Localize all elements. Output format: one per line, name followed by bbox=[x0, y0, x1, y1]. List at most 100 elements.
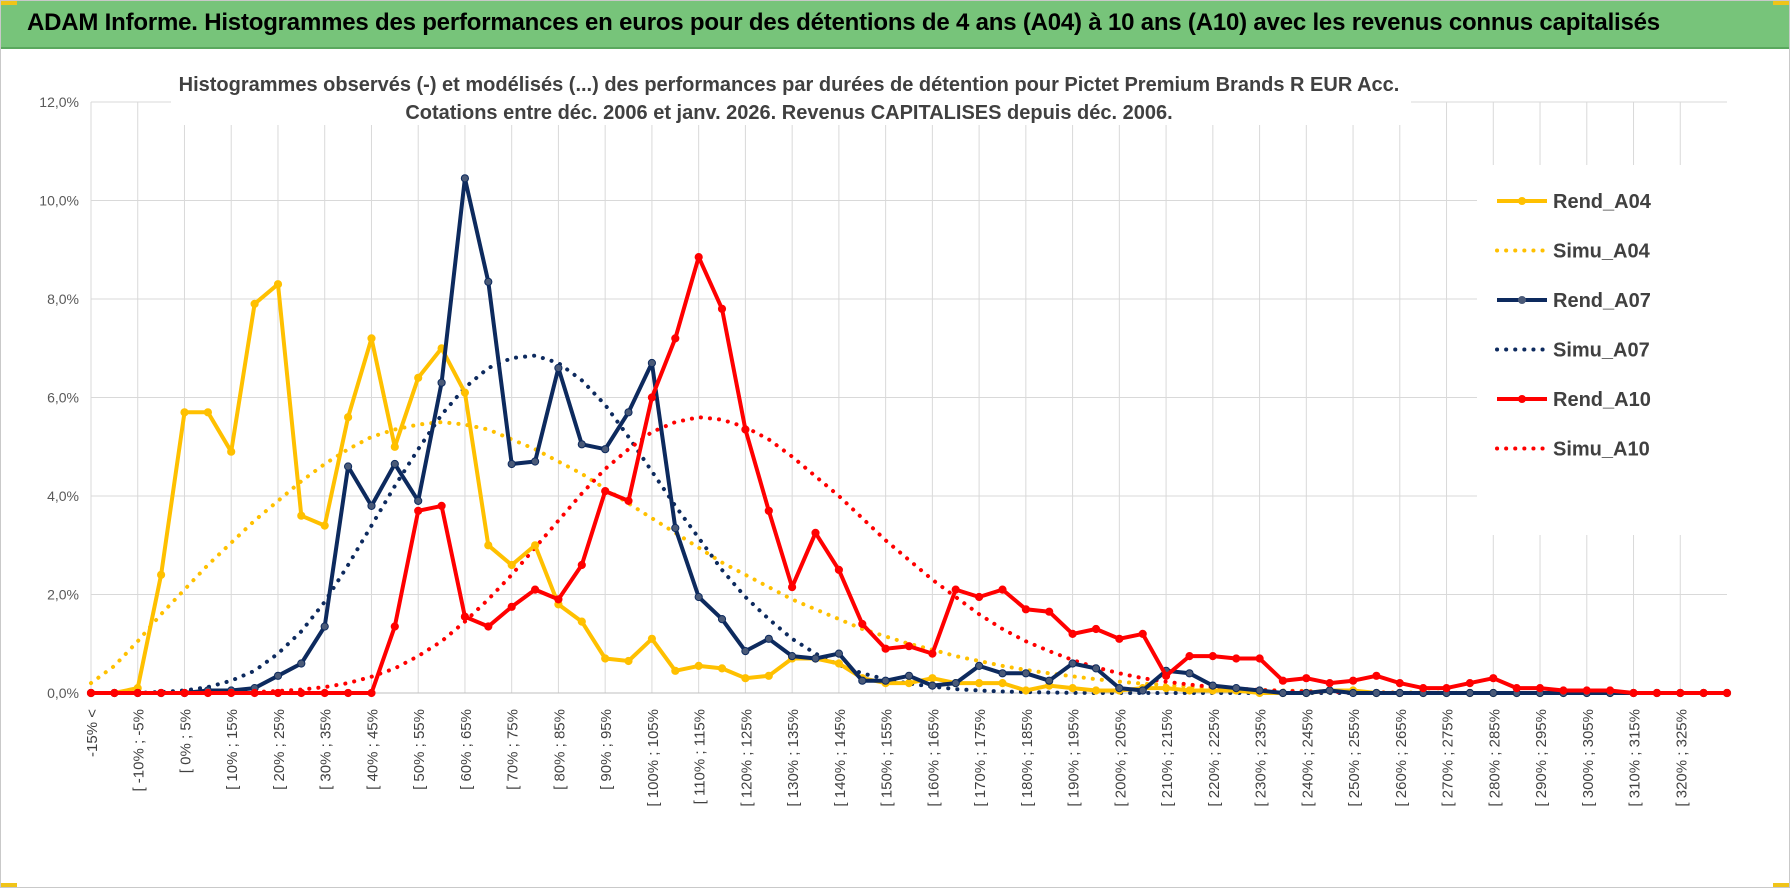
x-tick-label: [ 90% ; 95% bbox=[598, 709, 615, 790]
data-point bbox=[390, 622, 399, 631]
corner-mark bbox=[1773, 883, 1789, 887]
data-point bbox=[1232, 684, 1241, 693]
data-point bbox=[1489, 674, 1498, 683]
data-point bbox=[647, 634, 657, 643]
legend-label: Rend_A10 bbox=[1553, 389, 1651, 411]
data-point bbox=[717, 664, 727, 673]
data-point bbox=[577, 560, 586, 570]
corner-mark bbox=[1773, 1, 1789, 5]
data-point bbox=[1372, 688, 1381, 698]
x-tick-label: [ 100% ; 105% bbox=[645, 709, 662, 807]
y-tick-label: 6,0% bbox=[47, 390, 79, 406]
data-point bbox=[1255, 686, 1264, 695]
x-tick-label: [ 190% ; 195% bbox=[1066, 709, 1083, 807]
data-point bbox=[1138, 629, 1147, 639]
data-point bbox=[998, 669, 1007, 678]
x-tick-label: -15% < bbox=[84, 709, 101, 757]
x-tick-label: [ 230% ; 235% bbox=[1253, 709, 1270, 807]
data-point bbox=[320, 688, 329, 698]
data-point bbox=[577, 440, 586, 449]
data-point bbox=[1395, 679, 1404, 688]
data-point bbox=[1465, 688, 1475, 698]
x-tick-label: [ 250% ; 255% bbox=[1346, 709, 1363, 807]
data-point bbox=[203, 688, 212, 698]
data-point bbox=[601, 445, 610, 454]
x-tick-label: [ 150% ; 155% bbox=[879, 709, 896, 807]
x-tick-label: [ 50% ; 55% bbox=[411, 709, 428, 790]
y-tick-label: 10,0% bbox=[39, 193, 79, 209]
data-point bbox=[367, 501, 376, 510]
data-point bbox=[86, 688, 96, 698]
legend-label: Simu_A07 bbox=[1553, 340, 1650, 362]
data-point bbox=[811, 654, 820, 663]
y-tick-label: 8,0% bbox=[47, 291, 79, 307]
data-point bbox=[1302, 674, 1311, 683]
data-point bbox=[858, 676, 867, 685]
data-point bbox=[834, 565, 844, 575]
data-point bbox=[671, 334, 680, 343]
data-point bbox=[601, 654, 610, 663]
x-tick-label: [ 200% ; 205% bbox=[1112, 709, 1129, 807]
data-point bbox=[320, 521, 329, 530]
x-tick-label: [ 310% ; 315% bbox=[1627, 709, 1644, 807]
data-point bbox=[741, 647, 750, 656]
data-point bbox=[975, 661, 984, 671]
data-point bbox=[180, 688, 189, 698]
x-tick-label: [ 110% ; 115% bbox=[692, 709, 709, 804]
x-tick-label: [ 120% ; 125% bbox=[738, 709, 755, 807]
data-point bbox=[437, 501, 446, 510]
data-point bbox=[671, 666, 680, 675]
data-point bbox=[577, 617, 586, 626]
y-axis: 0,0% 2,0% 4,0% 6,0% 8,0% 10,0% 12,0% bbox=[39, 94, 79, 701]
data-point bbox=[717, 615, 727, 624]
legend-label: Simu_A04 bbox=[1553, 241, 1651, 263]
legend-marker bbox=[1518, 296, 1526, 304]
y-tick-label: 12,0% bbox=[39, 94, 79, 110]
data-point bbox=[320, 622, 329, 631]
data-point bbox=[811, 528, 820, 537]
data-point bbox=[928, 674, 937, 683]
data-point bbox=[554, 595, 563, 604]
x-tick-label: [ 260% ; 265% bbox=[1393, 709, 1410, 807]
x-tick-label: [ 320% ; 325% bbox=[1673, 709, 1690, 807]
data-point bbox=[647, 393, 657, 402]
data-point bbox=[904, 671, 914, 680]
data-point bbox=[437, 378, 446, 387]
report-title: ADAM Informe. Histogrammes des performan… bbox=[27, 9, 1660, 36]
data-point bbox=[1208, 652, 1217, 661]
data-point bbox=[414, 373, 423, 382]
data-point bbox=[764, 671, 773, 680]
data-point bbox=[951, 585, 960, 594]
data-point bbox=[1395, 688, 1404, 698]
data-point bbox=[507, 459, 516, 469]
data-point bbox=[951, 679, 960, 688]
data-point bbox=[390, 459, 399, 469]
data-point bbox=[1091, 664, 1101, 673]
data-point bbox=[484, 541, 493, 550]
data-point bbox=[694, 253, 703, 262]
data-point bbox=[601, 487, 610, 496]
data-point bbox=[1442, 684, 1451, 693]
data-point bbox=[1349, 676, 1358, 685]
data-point bbox=[671, 523, 680, 533]
corner-mark bbox=[1, 1, 17, 5]
x-tick-label: [ 300% ; 305% bbox=[1580, 709, 1597, 807]
data-point bbox=[344, 688, 353, 698]
data-point bbox=[1232, 654, 1241, 663]
data-point bbox=[624, 496, 633, 505]
data-point bbox=[1138, 686, 1147, 695]
x-tick-label: [ 240% ; 245% bbox=[1299, 709, 1316, 807]
x-tick-label: [ 140% ; 145% bbox=[832, 709, 849, 807]
data-point bbox=[273, 688, 283, 698]
data-point bbox=[1699, 688, 1708, 698]
data-point bbox=[1021, 686, 1031, 695]
data-point bbox=[1185, 669, 1194, 678]
chart-titles: Histogrammes observés (-) et modélisés (… bbox=[171, 61, 1411, 125]
data-point bbox=[694, 661, 703, 671]
data-point bbox=[250, 299, 259, 308]
data-point bbox=[507, 602, 516, 611]
legend-background bbox=[1477, 165, 1727, 535]
data-point bbox=[904, 679, 914, 688]
x-tick-label: [ 20% ; 25% bbox=[271, 709, 288, 790]
